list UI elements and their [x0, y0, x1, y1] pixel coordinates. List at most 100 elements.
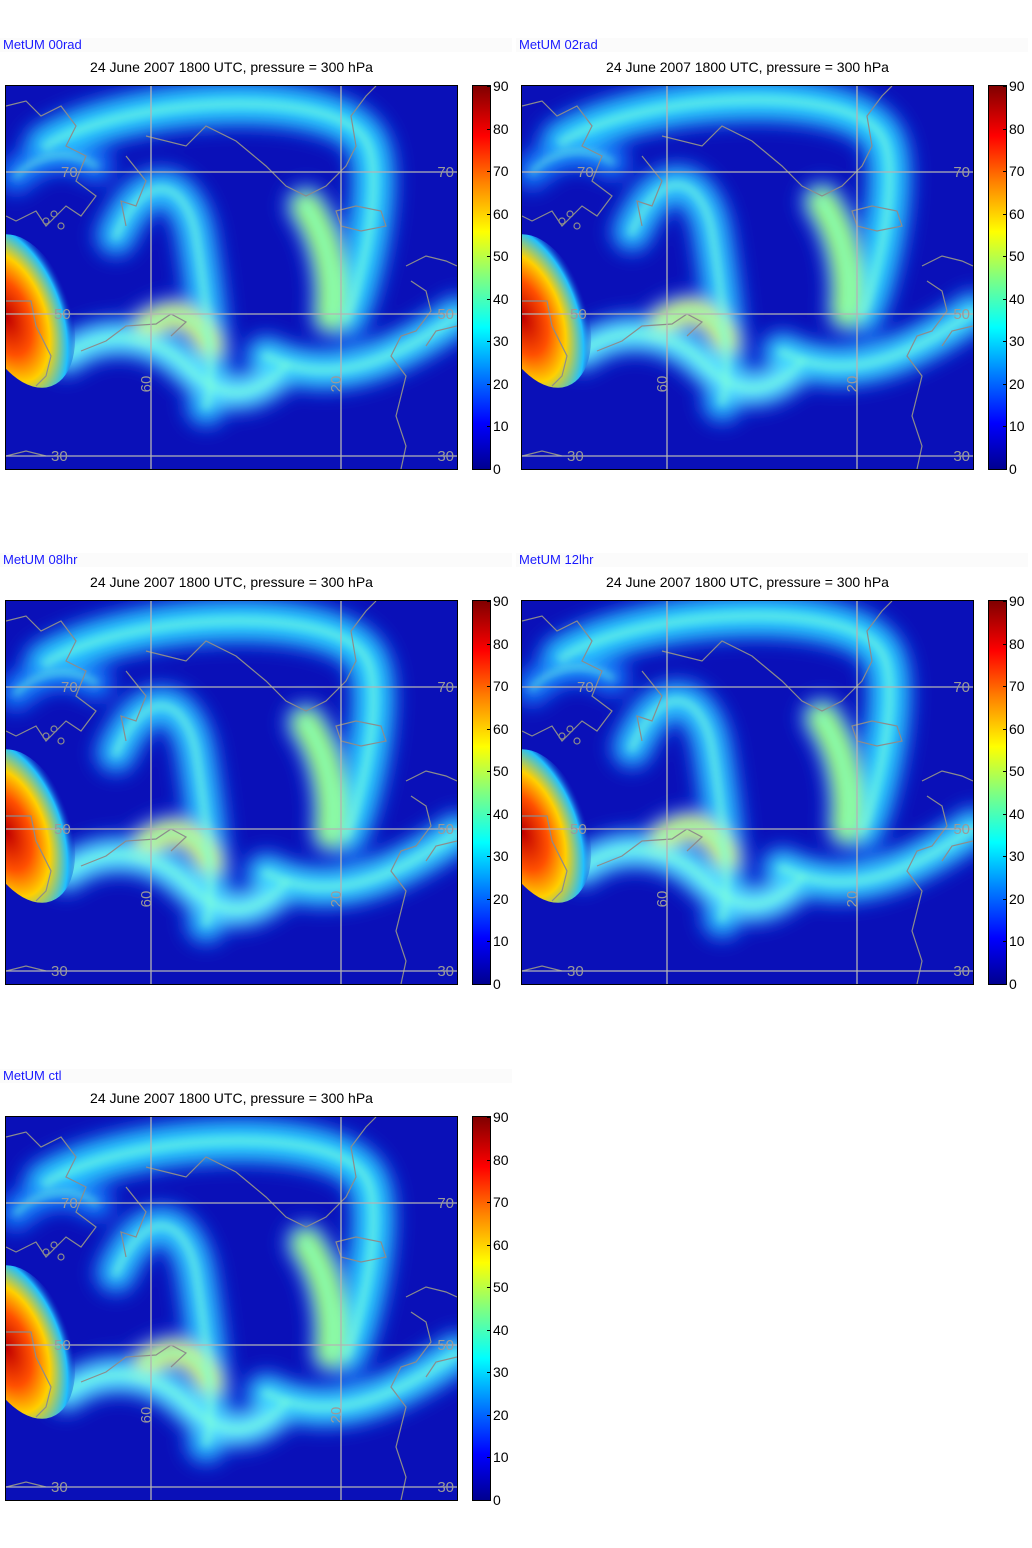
colorbar-tick-label: 0	[1009, 976, 1017, 992]
colorbar-tick-label: 0	[493, 976, 501, 992]
colorbar-tick	[487, 213, 491, 215]
lat-label-30: 30	[437, 1479, 454, 1496]
colorbar-tick-label: 10	[493, 418, 509, 435]
colorbar-tick	[1003, 86, 1007, 87]
lat-label-70: 70	[437, 679, 454, 696]
jet-max-core	[6, 1265, 76, 1419]
colorbar-tick-label: 80	[493, 635, 509, 652]
lat-label-30: 30	[567, 448, 584, 465]
run-label: MetUM 08lhr	[3, 552, 78, 567]
run-label: MetUM 12lhr	[519, 552, 594, 567]
colorbar-tick-label: 30	[493, 848, 509, 865]
lat-label-70: 70	[61, 1195, 78, 1212]
lat-label-70: 70	[437, 164, 454, 181]
colorbar-tick-label: 40	[1009, 805, 1025, 822]
colorbar-tick-label: 50	[493, 763, 509, 780]
colorbar-tick	[1003, 898, 1007, 900]
lon-label-60: 60	[654, 376, 671, 393]
colorbar-tick-label: 80	[493, 1151, 509, 1168]
lat-label-30: 30	[51, 963, 68, 980]
lat-label-50: 50	[570, 821, 587, 838]
colorbar-tick	[487, 171, 491, 173]
map-panel-08lhr: MetUM 08lhr 24 June 2007 1800 UTC, press…	[0, 553, 512, 1023]
colorbar-tick-label: 60	[493, 1236, 509, 1253]
colorbar-tick	[487, 298, 491, 300]
lon-label-60: 60	[138, 376, 155, 393]
map-panel-00rad: MetUM 00rad 24 June 2007 1800 UTC, press…	[0, 38, 512, 508]
colorbar-tick-label: 80	[1009, 635, 1025, 652]
lat-label-30: 30	[437, 448, 454, 465]
lat-label-50: 50	[54, 821, 71, 838]
colorbar-tick	[487, 984, 491, 985]
panel-title: 24 June 2007 1800 UTC, pressure = 300 hP…	[90, 574, 373, 590]
run-label-bar	[516, 553, 1028, 567]
colorbar-tick	[1003, 341, 1007, 343]
run-label: MetUM 02rad	[519, 37, 598, 52]
lat-label-30: 30	[51, 448, 68, 465]
lat-label-70: 70	[61, 164, 78, 181]
run-label: MetUM 00rad	[3, 37, 82, 52]
colorbar-tick-label: 40	[493, 1321, 509, 1338]
colorbar-tick-label: 20	[493, 890, 509, 907]
colorbar-tick	[1003, 813, 1007, 815]
colorbar-tick-label: 40	[493, 290, 509, 307]
colorbar-tick	[487, 813, 491, 815]
map-canvas: 70 70 50 50 30 30 60 20	[6, 86, 457, 469]
lat-label-50: 50	[54, 1337, 71, 1354]
colorbar-tick	[1003, 298, 1007, 300]
colorbar-tick	[487, 771, 491, 773]
map-panel-12lhr: MetUM 12lhr 24 June 2007 1800 UTC, press…	[516, 553, 1028, 1023]
colorbar-tick-label: 90	[493, 78, 509, 94]
colorbar-tick	[1003, 128, 1007, 130]
colorbar-tick-label: 30	[1009, 848, 1025, 865]
lat-label-50: 50	[437, 306, 454, 323]
colorbar-tick	[487, 128, 491, 130]
lat-label-70: 70	[953, 679, 970, 696]
colorbar-tick	[1003, 171, 1007, 173]
colorbar-tick-label: 20	[1009, 375, 1025, 392]
lat-label-70: 70	[577, 164, 594, 181]
lon-label-20: 20	[844, 376, 861, 393]
colorbar-tick-label: 30	[493, 1364, 509, 1381]
wind-speed-map: 70 70 50 50 30 30 60 20	[5, 85, 458, 470]
colorbar-tick	[1003, 213, 1007, 215]
colorbar-tick	[1003, 686, 1007, 688]
map-canvas: 70 70 50 50 30 30 60 20	[522, 86, 973, 469]
colorbar-tick	[487, 469, 491, 470]
colorbar	[472, 1116, 491, 1501]
run-label-bar	[0, 553, 512, 567]
jet-max-core	[522, 749, 592, 903]
lon-label-20: 20	[844, 891, 861, 908]
colorbar-tick	[1003, 728, 1007, 730]
colorbar	[472, 600, 491, 985]
lat-label-50: 50	[570, 306, 587, 323]
lat-label-30: 30	[953, 963, 970, 980]
colorbar-tick-label: 60	[1009, 720, 1025, 737]
colorbar-tick	[487, 898, 491, 900]
run-label-bar	[0, 38, 512, 52]
colorbar-tick-label: 20	[493, 1406, 509, 1423]
colorbar-tick-label: 50	[1009, 763, 1025, 780]
wind-speed-map: 70 70 50 50 30 30 60 20	[521, 600, 974, 985]
colorbar-tick	[1003, 469, 1007, 470]
colorbar-tick-label: 70	[493, 678, 509, 695]
colorbar	[988, 600, 1007, 985]
colorbar-tick-label: 60	[1009, 205, 1025, 222]
coastlines	[6, 601, 457, 984]
run-label-bar	[516, 38, 1028, 52]
colorbar-tick-label: 90	[1009, 78, 1025, 94]
colorbar-tick-label: 70	[493, 1194, 509, 1211]
colorbar-tick-label: 50	[493, 248, 509, 265]
panel-title: 24 June 2007 1800 UTC, pressure = 300 hP…	[606, 59, 889, 75]
colorbar-tick-label: 50	[1009, 248, 1025, 265]
colorbar-tick	[1003, 256, 1007, 258]
colorbar-tick-label: 70	[1009, 678, 1025, 695]
colorbar-tick	[1003, 856, 1007, 858]
colorbar-tick-label: 20	[493, 375, 509, 392]
coastlines	[6, 86, 457, 469]
colorbar-tick-label: 40	[1009, 290, 1025, 307]
colorbar-tick-label: 10	[1009, 933, 1025, 950]
colorbar-tick	[1003, 426, 1007, 428]
colorbar-tick	[1003, 643, 1007, 645]
colorbar-tick-label: 80	[1009, 120, 1025, 137]
